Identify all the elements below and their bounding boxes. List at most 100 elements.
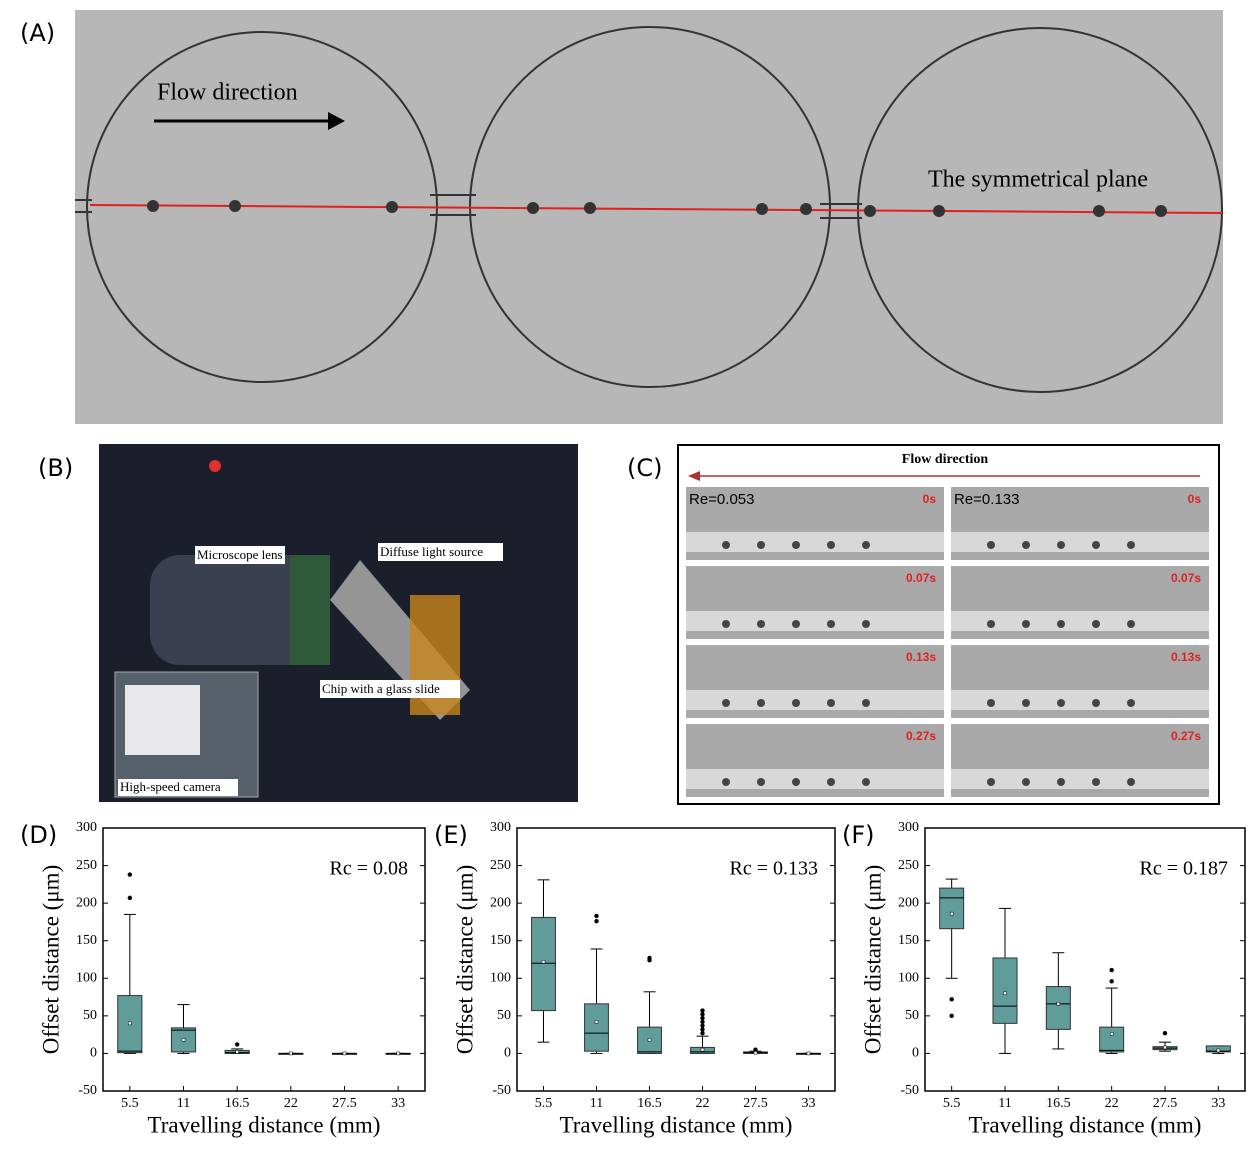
particle xyxy=(1022,699,1030,707)
box xyxy=(1099,1026,1125,1053)
particle xyxy=(757,778,765,786)
photo-label: High-speed camera xyxy=(120,779,221,794)
label-bg xyxy=(195,546,285,564)
particle xyxy=(1127,699,1135,707)
y-tick-label: 150 xyxy=(490,933,511,948)
channel xyxy=(686,611,944,631)
y-tick-label: 250 xyxy=(76,858,97,873)
outlier xyxy=(949,997,954,1002)
y-tick-label: 300 xyxy=(898,820,919,835)
outlier xyxy=(700,1023,705,1028)
particle xyxy=(1092,699,1100,707)
outlier xyxy=(700,1030,705,1036)
particle xyxy=(862,778,870,786)
particle xyxy=(827,778,835,786)
panel-label: (C) xyxy=(627,454,662,482)
outlier xyxy=(127,872,133,877)
re-label: Re=0.053 xyxy=(689,491,754,508)
x-tick-label: 11 xyxy=(177,1096,190,1111)
y-tick-label: -50 xyxy=(492,1083,511,1098)
label-bg xyxy=(118,779,238,796)
x-tick-label: 22 xyxy=(696,1096,710,1111)
x-tick-label: 33 xyxy=(1211,1096,1225,1111)
y-tick-label: 100 xyxy=(898,971,919,986)
box xyxy=(170,1027,197,1053)
annotation: Rc = 0.133 xyxy=(730,858,819,880)
outlier xyxy=(753,1047,758,1052)
outlier xyxy=(700,1012,705,1017)
y-tick-label: -50 xyxy=(900,1083,919,1098)
outlier xyxy=(1109,979,1114,984)
particle xyxy=(792,778,800,786)
y-tick-label: 250 xyxy=(898,858,919,873)
photo-label: Microscope lens xyxy=(197,547,283,562)
outlier xyxy=(594,913,599,919)
particle xyxy=(827,620,835,628)
re-label: Re=0.133 xyxy=(954,491,1019,508)
mean xyxy=(1163,1045,1167,1050)
channel xyxy=(951,532,1209,552)
outlier xyxy=(700,1019,705,1025)
plot-frame xyxy=(924,827,1246,1092)
mean xyxy=(541,960,546,964)
x-tick-label: 5.5 xyxy=(535,1096,553,1111)
y-tick-label: 100 xyxy=(76,971,97,986)
y-tick-label: 200 xyxy=(898,895,919,910)
channel xyxy=(686,690,944,710)
mean xyxy=(700,1047,705,1052)
outlier xyxy=(700,1008,705,1013)
particle xyxy=(1022,778,1030,786)
particle xyxy=(862,699,870,707)
particle xyxy=(1127,620,1135,628)
mean xyxy=(594,1020,599,1024)
mean xyxy=(949,911,954,916)
channel xyxy=(951,611,1209,631)
x-tick-label: 5.5 xyxy=(121,1096,139,1111)
micrograph xyxy=(75,10,1223,424)
annotation: The symmetrical plane xyxy=(928,167,1148,193)
outlier xyxy=(1162,1030,1168,1036)
annotation: Flow direction xyxy=(157,80,298,106)
particle xyxy=(987,541,995,549)
mean xyxy=(806,1051,811,1056)
particle xyxy=(722,778,730,786)
x-tick-label: 27.5 xyxy=(743,1096,768,1111)
particle xyxy=(987,778,995,786)
time-label: 0s xyxy=(923,492,937,506)
y-tick-label: 250 xyxy=(490,858,511,873)
particle xyxy=(757,541,765,549)
symmetry-line xyxy=(89,204,1223,214)
y-tick-label: 0 xyxy=(504,1046,511,1061)
particle xyxy=(827,699,835,707)
y-tick-label: 0 xyxy=(90,1046,97,1061)
arrow-head xyxy=(328,112,345,130)
y-tick-label: 0 xyxy=(912,1046,919,1061)
mean xyxy=(1056,1002,1061,1006)
mean xyxy=(289,1051,293,1056)
y-tick-label: 50 xyxy=(83,1008,97,1023)
particle xyxy=(1127,541,1135,549)
x-tick-label: 22 xyxy=(1105,1096,1119,1111)
particle xyxy=(1092,620,1100,628)
y-tick-label: 50 xyxy=(497,1008,511,1023)
panel-label: (B) xyxy=(38,454,73,482)
label-bg xyxy=(320,680,460,698)
y-axis-title: Offset distance (μm) xyxy=(452,865,477,1054)
panel-label: (A) xyxy=(20,19,55,47)
particle xyxy=(1127,778,1135,786)
x-tick-label: 16.5 xyxy=(1046,1096,1071,1111)
photo-label: Chip with a glass slide xyxy=(322,681,440,696)
x-tick-label: 11 xyxy=(998,1096,1011,1111)
mean xyxy=(647,1038,652,1042)
photo-label: Diffuse light source xyxy=(380,544,483,559)
panel-label: (E) xyxy=(434,821,468,849)
x-axis-title: Travelling distance (mm) xyxy=(560,1112,793,1137)
panel-label: (D) xyxy=(20,821,57,849)
particle xyxy=(862,620,870,628)
mean xyxy=(1003,991,1007,996)
particle xyxy=(792,620,800,628)
particle xyxy=(987,620,995,628)
y-axis-title: Offset distance (μm) xyxy=(860,865,885,1054)
box xyxy=(531,916,556,1012)
